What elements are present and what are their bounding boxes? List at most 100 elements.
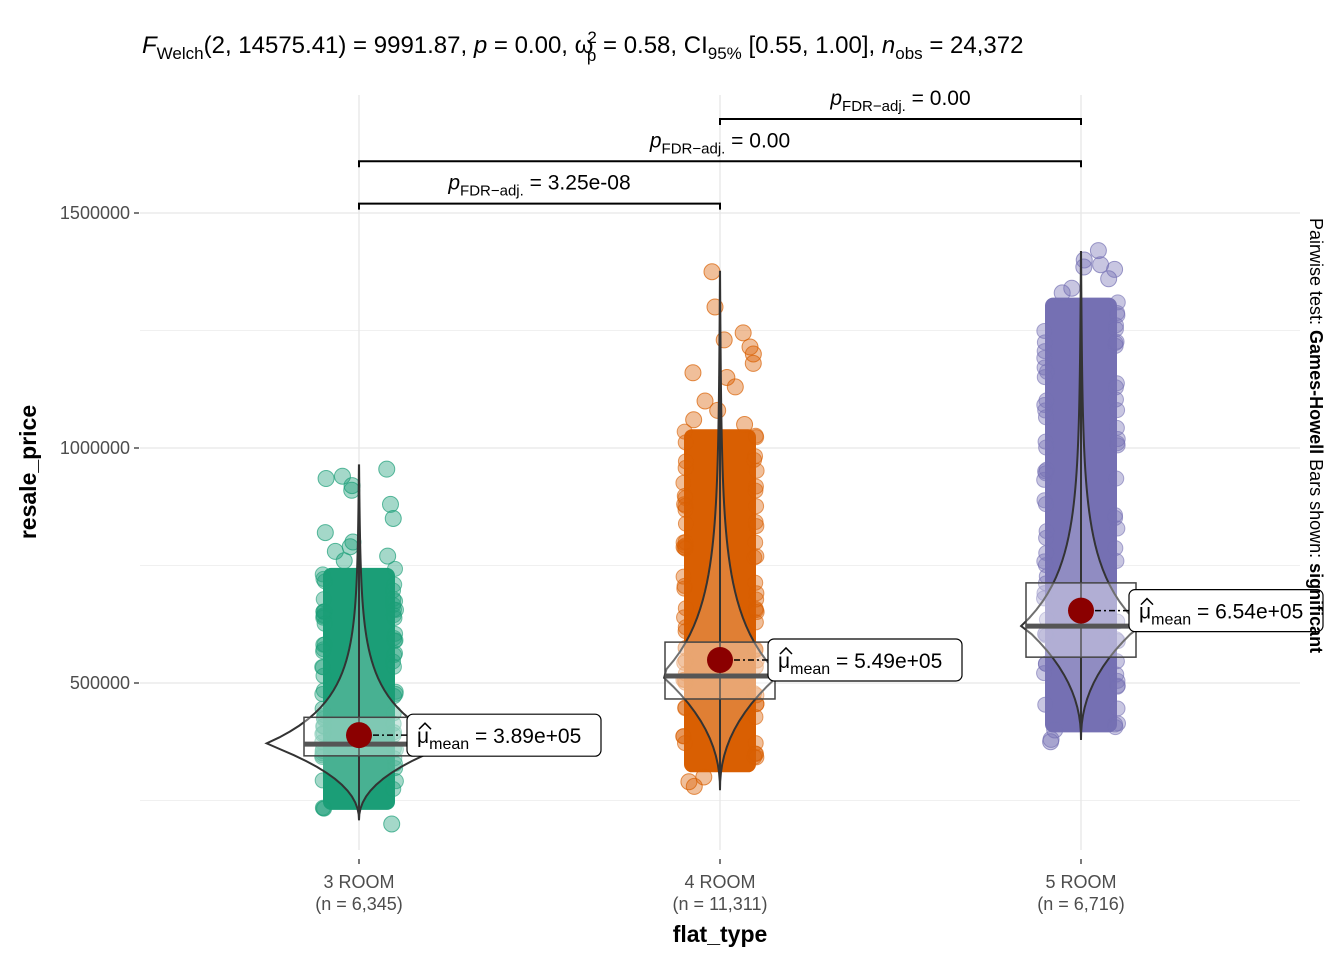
data-point: [315, 718, 332, 735]
x-tick-label: 4 ROOM: [684, 872, 755, 892]
outlier-point: [378, 460, 396, 478]
chart-title: FWelch(2, 14575.41) = 9991.87, p = 0.00,…: [142, 28, 1023, 65]
data-point: [1037, 402, 1054, 419]
outlier-point: [1100, 270, 1118, 288]
data-point: [315, 724, 332, 741]
data-point: [387, 601, 404, 618]
data-point: [1037, 433, 1054, 450]
title-n-sub: obs: [895, 44, 922, 63]
mean-value: = 6.54e+05: [1191, 601, 1303, 624]
mean-value: = 3.89e+05: [469, 725, 581, 748]
data-point: [677, 453, 694, 470]
data-point: [1109, 700, 1126, 717]
title-stat-name: F: [142, 32, 158, 59]
pairwise-bracket: pFDR−adj. = 0.00: [358, 129, 1082, 168]
data-point: [747, 534, 764, 551]
data-point: [746, 748, 763, 765]
data-point: [1109, 304, 1126, 321]
data-point: [747, 482, 764, 499]
bracket-label: pFDR−adj. = 0.00: [649, 129, 790, 157]
outlier-point: [1053, 284, 1071, 302]
data-point: [385, 658, 402, 675]
x-tick-label: 3 ROOM: [323, 872, 394, 892]
caption-prefix: Pairwise test:: [1306, 218, 1326, 330]
x-tick-label: 5 ROOM: [1045, 872, 1116, 892]
outlier-point: [684, 364, 702, 382]
data-point: [1037, 409, 1054, 426]
data-point: [314, 772, 331, 789]
data-point: [677, 434, 694, 451]
title-ci-sub: 95%: [708, 44, 742, 63]
outlier-point: [1046, 721, 1064, 739]
caption-middle: Bars shown:: [1306, 454, 1326, 563]
hat-icon: [418, 722, 432, 730]
data-point: [1107, 321, 1124, 338]
outlier-point: [1106, 260, 1124, 278]
x-tick-sublabel: (n = 6,345): [315, 894, 403, 914]
data-point: [748, 585, 765, 602]
outlier-point: [317, 470, 335, 488]
p-value: = 0.00: [725, 129, 790, 152]
data-point: [1107, 391, 1124, 408]
title-effect-sup: 2: [587, 28, 596, 47]
data-point: [1037, 655, 1054, 672]
mean-sub: mean: [1151, 612, 1191, 629]
y-tick-label: 1000000: [60, 438, 130, 458]
outlier-point: [343, 481, 361, 499]
data-point: [1038, 523, 1055, 540]
outlier-point: [744, 345, 762, 363]
data-point: [386, 632, 403, 649]
data-point: [1038, 439, 1055, 456]
data-point: [1108, 553, 1125, 570]
title-p-label: p: [473, 32, 487, 59]
data-point: [1107, 317, 1124, 334]
data-point: [677, 639, 694, 656]
group-5-room: μmean = 6.54e+05: [1019, 242, 1324, 751]
data-point: [747, 708, 764, 725]
title-stat-sub: Welch: [157, 44, 204, 63]
data-point: [747, 478, 764, 495]
outlier-point: [384, 510, 402, 527]
data-point: [1036, 343, 1053, 360]
p-value: = 3.25e-08: [524, 172, 631, 195]
p-sub: FDR−adj.: [662, 140, 726, 157]
data-point: [387, 773, 404, 790]
data-point: [748, 498, 765, 515]
data-point: [386, 576, 403, 593]
outlier-point: [680, 773, 698, 791]
data-point: [316, 573, 333, 590]
mean-point: [346, 722, 372, 749]
p-sub: FDR−adj.: [842, 98, 906, 115]
p-symbol: p: [829, 87, 842, 110]
outlier-point: [696, 392, 714, 410]
data-point: [1037, 496, 1054, 513]
bracket-line: [719, 118, 1082, 125]
data-point: [677, 652, 694, 669]
outlier-point: [335, 552, 353, 570]
mean-label-box: [767, 638, 963, 682]
outlier-point: [1075, 258, 1093, 276]
data-point: [386, 610, 403, 627]
data-point: [1036, 349, 1053, 366]
mean-symbol: μ: [417, 725, 429, 748]
title-effect-sub: p: [587, 46, 596, 65]
data-point: [387, 593, 404, 610]
data-point: [675, 474, 692, 491]
outlier-point: [326, 542, 344, 560]
title-ci-value: [0.55, 1.00]: [748, 32, 868, 59]
data-point: [1109, 672, 1126, 689]
bracket-line: [358, 160, 1082, 168]
outlier-point: [685, 411, 703, 429]
data-point: [748, 429, 765, 446]
data-point: [676, 577, 693, 594]
x-tick-sublabel: (n = 11,311): [673, 894, 768, 914]
data-point: [1107, 540, 1124, 557]
y-axis-title: resale_price: [15, 405, 41, 539]
mean-label-box: [406, 713, 602, 757]
data-point: [1107, 334, 1124, 351]
title-n-label: n: [882, 32, 895, 59]
outlier-point: [381, 495, 399, 513]
caption-shown: significant: [1306, 563, 1326, 653]
